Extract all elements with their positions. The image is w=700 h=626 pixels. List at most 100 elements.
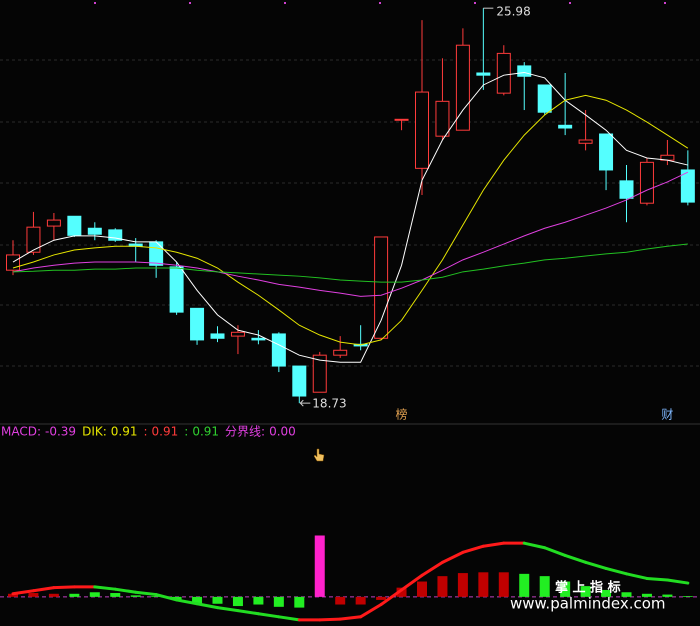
readout-label: : bbox=[144, 425, 148, 439]
dik-segment bbox=[604, 566, 628, 576]
candle-body bbox=[435, 100, 450, 137]
macd-bar bbox=[69, 593, 80, 597]
readout-value: 0.00 bbox=[269, 425, 296, 439]
macd-bar bbox=[376, 596, 387, 600]
macd-bar bbox=[457, 573, 468, 597]
candle-body bbox=[108, 229, 123, 241]
candle-body bbox=[537, 84, 552, 113]
macd-bar bbox=[539, 576, 550, 597]
macd-bar bbox=[273, 596, 284, 607]
dik-segment bbox=[175, 598, 199, 606]
dik-segment bbox=[420, 560, 444, 577]
macd-bar bbox=[28, 593, 39, 597]
candle-body bbox=[558, 124, 573, 129]
candle-body bbox=[394, 118, 409, 121]
candle-body bbox=[517, 65, 532, 77]
dik-segment bbox=[134, 590, 158, 597]
macd-bar bbox=[130, 595, 141, 597]
low-pointer bbox=[299, 399, 311, 407]
macd-bar bbox=[560, 581, 571, 597]
macd-bar bbox=[621, 592, 632, 597]
readout-label: 分界线: bbox=[225, 425, 265, 439]
macd-bar bbox=[212, 596, 223, 604]
candle-body bbox=[374, 236, 389, 339]
macd-bar bbox=[682, 596, 693, 597]
candle-body bbox=[578, 139, 593, 144]
low-label: 18.73 bbox=[312, 397, 346, 411]
candle-body bbox=[87, 227, 102, 235]
macd-bar bbox=[417, 581, 427, 597]
macd-bar bbox=[232, 596, 243, 607]
moving-average-line bbox=[12, 171, 689, 297]
dik-segment bbox=[277, 615, 301, 622]
dots bbox=[94, 2, 666, 4]
macd-bar bbox=[192, 596, 203, 604]
dik-segment bbox=[31, 586, 56, 593]
macd-bar bbox=[580, 586, 591, 597]
candle-body bbox=[619, 180, 634, 199]
moving-average-line bbox=[12, 94, 689, 346]
dik-segment bbox=[359, 603, 383, 619]
dik-segment bbox=[543, 546, 567, 557]
dik-segment bbox=[154, 593, 179, 602]
candle-body bbox=[210, 333, 225, 339]
macd-bar bbox=[437, 576, 448, 597]
dik-segment bbox=[563, 553, 588, 564]
dik-segment bbox=[461, 544, 485, 554]
macd-bar bbox=[662, 594, 673, 597]
readout-value: 0.91 bbox=[152, 425, 179, 439]
macd-bar bbox=[601, 589, 612, 597]
macd-bar bbox=[335, 596, 346, 605]
watermark-url: www.palmindex.com bbox=[510, 595, 666, 613]
candle-body bbox=[496, 52, 511, 94]
candle-body bbox=[251, 337, 266, 341]
candle-body bbox=[271, 333, 286, 367]
dik-segment bbox=[400, 573, 424, 592]
annotation: 榜 bbox=[396, 407, 408, 422]
candle-body bbox=[455, 44, 470, 131]
dik-segment bbox=[379, 588, 404, 607]
candle-body bbox=[333, 349, 348, 356]
dik-segment bbox=[665, 578, 690, 585]
dik-segment bbox=[522, 541, 547, 550]
annotation: 财 bbox=[661, 408, 673, 422]
dik-segment bbox=[481, 541, 506, 548]
readout-value: 0.91 bbox=[111, 425, 138, 439]
dik-segment bbox=[318, 617, 342, 622]
candle-body bbox=[149, 241, 164, 266]
macd-bar bbox=[641, 593, 652, 597]
dik-segment bbox=[93, 585, 117, 591]
readout-value: 0.91 bbox=[192, 425, 219, 439]
readout-label: MACD: bbox=[1, 425, 41, 439]
macd-bar bbox=[396, 587, 407, 597]
candle-body bbox=[680, 169, 695, 203]
macd-bar bbox=[110, 593, 121, 597]
candle-body bbox=[190, 307, 205, 341]
macd-bar bbox=[355, 596, 366, 605]
readout-label: : bbox=[184, 425, 188, 439]
candle-body bbox=[230, 331, 245, 337]
readout-label: DIK: bbox=[82, 425, 107, 439]
dik-segment bbox=[11, 589, 35, 596]
dik-segment bbox=[584, 560, 608, 570]
dik-segment bbox=[625, 572, 649, 580]
dik-segment bbox=[195, 602, 219, 610]
dik-segment bbox=[440, 550, 465, 564]
macd-bar bbox=[498, 572, 509, 597]
macd-bar bbox=[48, 593, 59, 597]
dik-segment bbox=[256, 612, 281, 619]
moving-average-line bbox=[12, 243, 688, 283]
candle-body bbox=[169, 266, 184, 313]
moving-average-line bbox=[12, 71, 688, 363]
macd-bar bbox=[253, 596, 264, 605]
dik-segment bbox=[236, 609, 260, 616]
high-label: 25.98 bbox=[496, 5, 530, 19]
candle-body bbox=[292, 365, 307, 397]
candle-body bbox=[46, 219, 61, 227]
candle-body bbox=[26, 226, 41, 253]
candle-body bbox=[415, 91, 429, 169]
candle-body bbox=[67, 215, 82, 236]
macd-bar bbox=[294, 596, 305, 608]
dik-segment bbox=[338, 615, 363, 621]
